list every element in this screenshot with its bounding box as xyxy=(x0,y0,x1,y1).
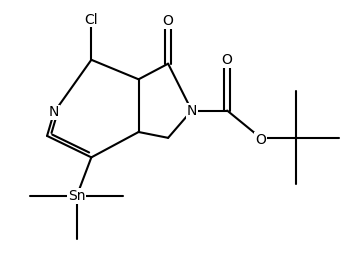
Text: O: O xyxy=(255,133,266,147)
Text: O: O xyxy=(163,14,173,28)
Text: O: O xyxy=(222,53,232,67)
Text: N: N xyxy=(186,103,197,117)
Text: Sn: Sn xyxy=(68,189,86,203)
Text: N: N xyxy=(49,106,59,120)
Text: Cl: Cl xyxy=(84,12,98,26)
